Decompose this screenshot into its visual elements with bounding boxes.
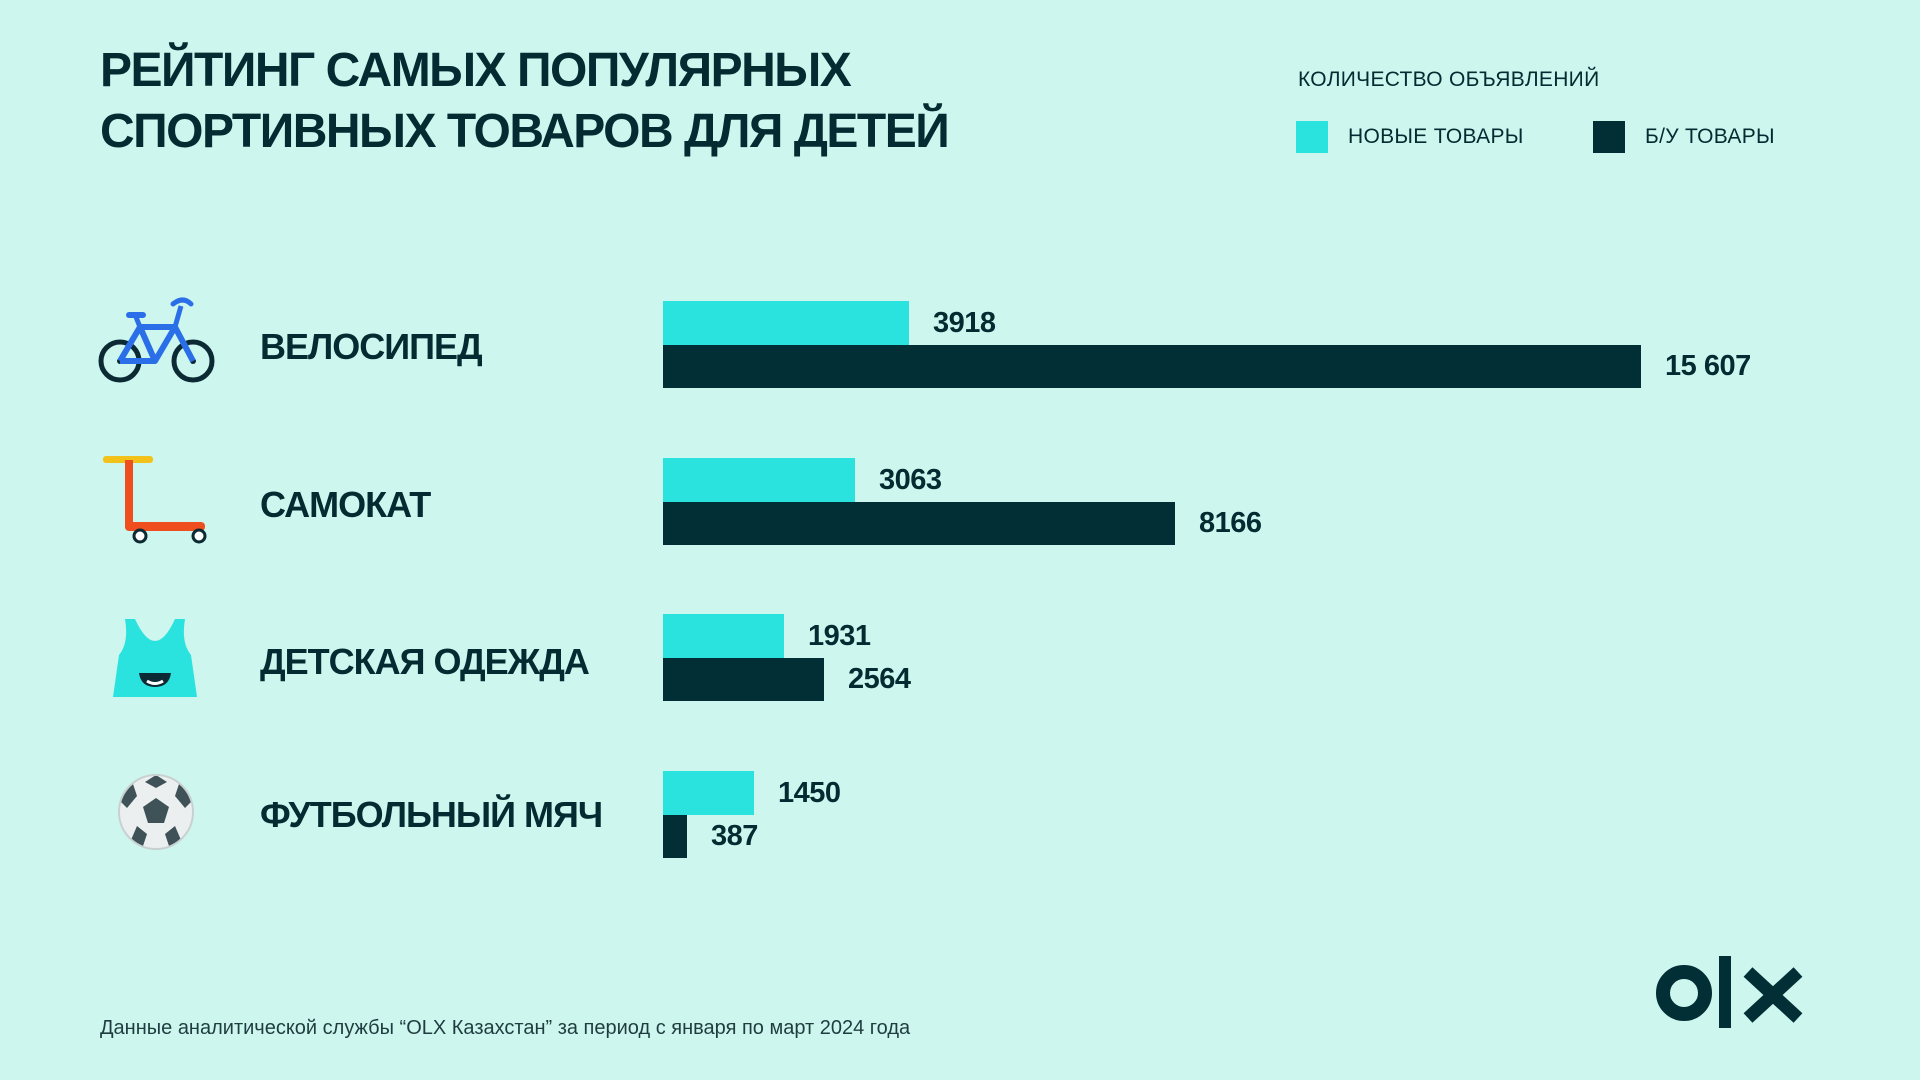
chart-row-clothing: ДЕТСКАЯ ОДЕЖДА [0,607,1920,717]
scooter-icon [95,450,225,560]
legend-label-used: Б/У ТОВАРЫ [1645,125,1775,148]
bar-value-new-1: 3918 [933,307,996,339]
legend-title: КОЛИЧЕСТВО ОБЪЯВЛЕНИЙ [1298,68,1600,91]
bar-value-new-3: 1931 [808,620,871,652]
row-label-bicycle: ВЕЛОСИПЕД [260,326,483,367]
bar-value-used-4: 387 [711,820,758,852]
legend-item-used: Б/У ТОВАРЫ [1593,121,1775,153]
bar-value-new-4: 1450 [778,777,841,809]
soccer-ball-icon [95,760,225,870]
chart-title-line-1: РЕЙТИНГ САМЫХ ПОПУЛЯРНЫХ [100,44,852,97]
bar-used-1 [663,345,1641,388]
bar-new-2 [663,458,855,502]
legend-swatch-new [1296,121,1328,153]
footnote: Данные аналитической службы “OLX Казахст… [100,1017,911,1039]
chart-row-bicycle: ВЕЛОСИПЕД [0,292,1920,402]
row-label-clothing: ДЕТСКАЯ ОДЕЖДА [260,641,590,682]
bar-value-new-2: 3063 [879,464,942,496]
bar-new-1 [663,301,909,345]
bar-used-2 [663,502,1175,545]
bar-value-used-3: 2564 [848,663,911,695]
bar-new-4 [663,771,754,815]
tank-top-icon [95,607,225,717]
bar-used-4 [663,815,687,858]
row-label-scooter: САМОКАТ [260,484,431,525]
chart-row-soccer-ball: ФУТБОЛЬНЫЙ МЯЧ [0,760,1920,870]
chart-title: РЕЙТИНГ САМЫХ ПОПУЛЯРНЫХ СПОРТИВНЫХ ТОВА… [100,40,1000,162]
bar-value-used-1: 15 607 [1665,350,1751,382]
bar-value-used-2: 8166 [1199,507,1262,539]
legend-item-new: НОВЫЕ ТОВАРЫ [1296,121,1524,153]
bar-used-3 [663,658,824,701]
olx-logo [1656,950,1812,1036]
legend-swatch-used [1593,121,1625,153]
row-label-soccer-ball: ФУТБОЛЬНЫЙ МЯЧ [260,794,603,835]
legend-label-new: НОВЫЕ ТОВАРЫ [1348,125,1524,148]
chart-title-line-2: СПОРТИВНЫХ ТОВАРОВ ДЛЯ ДЕТЕЙ [100,105,950,158]
chart-row-scooter: САМОКАТ [0,450,1920,560]
bicycle-icon [95,292,225,402]
bar-new-3 [663,614,784,658]
